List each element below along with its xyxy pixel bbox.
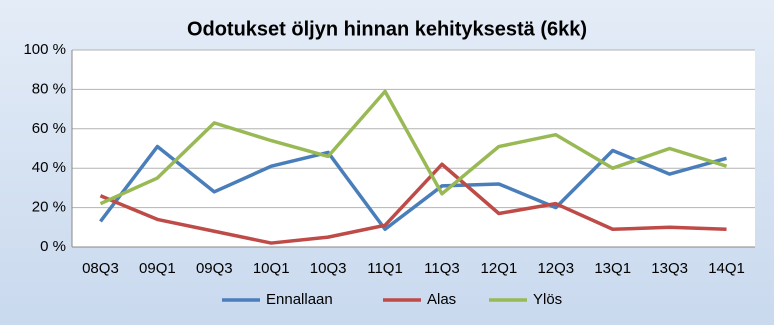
chart-title: Odotukset öljyn hinnan kehityksestä (6kk… [187, 18, 587, 40]
series-line [99, 162, 727, 245]
x-tick-label: 10Q1 [253, 260, 290, 277]
plot-area [72, 50, 755, 247]
y-tick-label: 20 % [32, 199, 66, 216]
x-tick-label: 11Q1 [367, 260, 403, 277]
x-tick-label: 13Q3 [651, 260, 688, 277]
legend-label: Ennallaan [266, 291, 333, 308]
legend-label: Ylös [533, 291, 562, 308]
series-line [99, 144, 728, 232]
x-tick-label: 12Q3 [537, 260, 574, 277]
y-tick-label: 80 % [32, 80, 66, 97]
x-tick-label: 11Q3 [424, 260, 460, 277]
x-tick-label: 12Q1 [481, 260, 518, 277]
x-tick-label: 13Q1 [594, 260, 631, 277]
x-tick-label: 14Q1 [708, 260, 745, 277]
y-tick-label: 100 % [23, 41, 66, 58]
x-tick-label: 09Q3 [196, 260, 233, 277]
x-tick-label: 10Q3 [310, 260, 347, 277]
x-tick-label: 08Q3 [82, 260, 119, 277]
y-tick-label: 40 % [32, 159, 66, 176]
legend-label: Alas [427, 291, 456, 308]
series-line [99, 89, 728, 206]
x-tick-label: 09Q1 [139, 260, 176, 277]
y-tick-label: 60 % [32, 120, 66, 137]
y-tick-label: 0 % [40, 238, 66, 255]
